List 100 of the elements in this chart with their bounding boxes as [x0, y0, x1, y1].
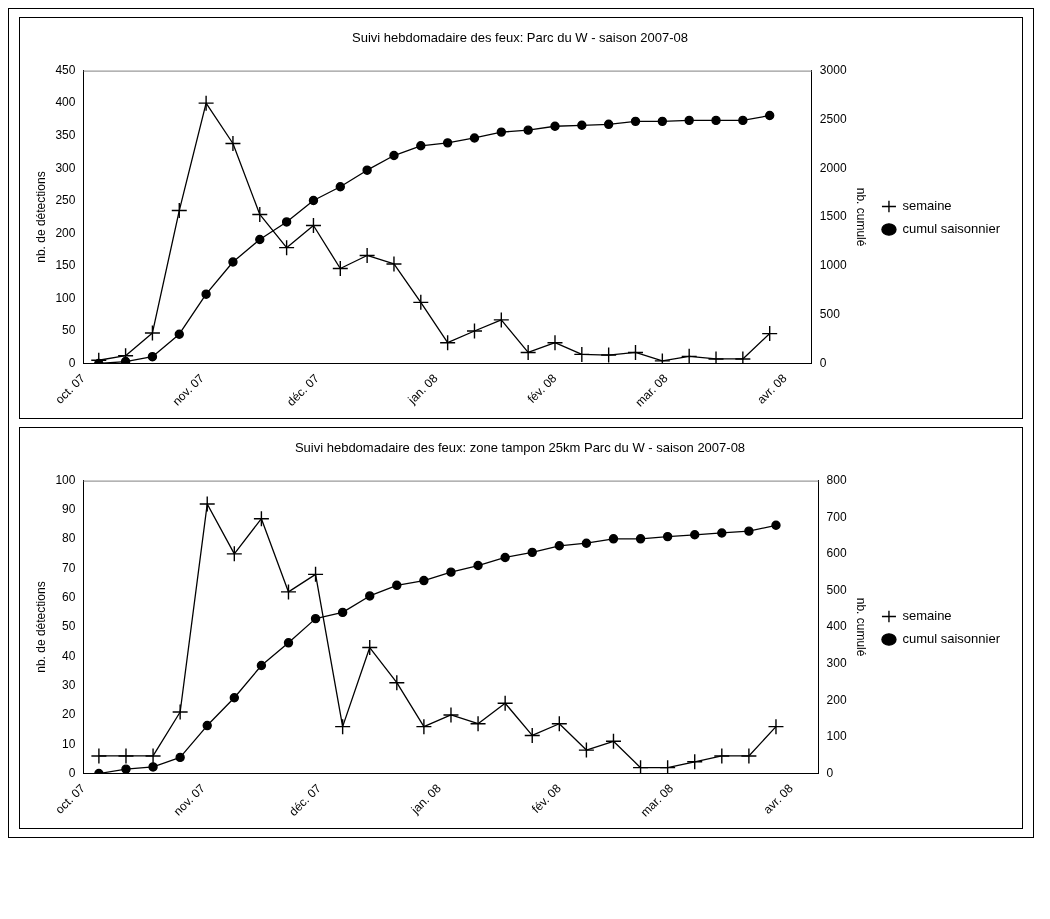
y-tick-label: 60 — [62, 590, 76, 605]
y2-tick-label: 3000 — [819, 62, 847, 77]
y-tick-label: 0 — [68, 355, 76, 370]
y2-tick-label: 600 — [826, 546, 847, 561]
point — [469, 133, 480, 143]
y2-axis-title: nb. cumulé — [854, 597, 869, 657]
y2-tick-label: 800 — [826, 472, 847, 487]
point — [717, 528, 727, 538]
y-tick-label: 300 — [55, 160, 76, 175]
y2-tick-label: 100 — [826, 729, 847, 744]
point — [228, 257, 238, 267]
x-tick-label: déc. 07 — [284, 370, 322, 409]
y-axis-title: nb. de détections — [33, 581, 48, 673]
point — [278, 239, 295, 256]
point — [740, 747, 758, 765]
y2-tick-label: 700 — [826, 509, 847, 524]
y2-tick-label: 500 — [826, 582, 847, 597]
y2-tick-label: 200 — [826, 692, 847, 707]
y-tick-label: 350 — [55, 128, 76, 143]
point — [662, 531, 673, 542]
point — [362, 165, 372, 175]
point — [578, 741, 595, 759]
point — [361, 639, 378, 656]
point — [761, 325, 778, 342]
point — [554, 541, 565, 551]
y-tick-label: 100 — [55, 472, 76, 487]
point — [310, 613, 321, 624]
point — [308, 195, 319, 206]
point — [771, 520, 781, 530]
point — [305, 217, 322, 234]
y2-tick-label: 300 — [826, 655, 847, 670]
y2-tick-label: 0 — [819, 355, 827, 370]
point — [466, 322, 483, 340]
y2-axis-title: nb. cumulé — [854, 187, 869, 247]
point — [419, 575, 429, 586]
x-tick-label: avr. 08 — [754, 370, 790, 407]
x-tick-label: jan. 08 — [407, 780, 445, 818]
point — [635, 534, 646, 544]
point — [144, 324, 161, 342]
point — [446, 567, 456, 577]
point — [171, 703, 189, 721]
y2-tick-label: 400 — [826, 619, 847, 634]
x-tick-label: nov. 07 — [170, 780, 209, 819]
point — [550, 121, 560, 131]
point — [496, 695, 514, 712]
y-tick-label: 20 — [62, 707, 76, 722]
y-tick-label: 90 — [62, 502, 76, 517]
point — [738, 115, 748, 126]
point — [255, 234, 265, 245]
point — [334, 718, 351, 735]
y-tick-label: 100 — [55, 290, 76, 305]
point — [496, 127, 507, 137]
point — [392, 580, 402, 591]
y2-tick-label: 1500 — [819, 209, 847, 224]
legend-label: semaine — [902, 198, 952, 214]
point — [412, 294, 429, 311]
x-tick-label: déc. 07 — [286, 780, 325, 819]
x-tick-label: oct. 07 — [52, 370, 89, 407]
point — [627, 344, 644, 361]
point — [144, 747, 162, 765]
point — [365, 591, 375, 601]
point — [659, 759, 676, 774]
point — [469, 715, 487, 732]
point — [734, 350, 752, 364]
point — [527, 547, 537, 558]
y2-tick-label: 500 — [819, 307, 841, 322]
point — [337, 607, 348, 618]
y-tick-label: 250 — [55, 193, 76, 208]
y-tick-label: 50 — [62, 323, 76, 338]
point — [608, 534, 619, 544]
point — [603, 119, 614, 129]
y2-tick-label: 1000 — [819, 258, 847, 273]
point — [307, 566, 324, 583]
y-tick-label: 30 — [62, 677, 76, 692]
legend-label: semaine — [902, 608, 952, 624]
point — [680, 348, 698, 364]
point — [744, 526, 754, 536]
y-tick-label: 50 — [62, 619, 76, 634]
point — [415, 718, 433, 735]
legend-label: cumul saisonnier — [902, 221, 1001, 237]
point — [581, 538, 592, 548]
y2-tick-label: 0 — [826, 765, 834, 780]
point — [577, 120, 587, 130]
y-tick-label: 40 — [62, 648, 76, 663]
point — [711, 115, 721, 126]
point — [117, 747, 135, 765]
point — [251, 206, 268, 223]
point — [605, 733, 622, 750]
point — [335, 182, 345, 192]
point — [175, 752, 185, 763]
point — [439, 334, 456, 351]
point — [224, 135, 242, 152]
point — [389, 150, 399, 161]
y-tick-label: 150 — [55, 258, 76, 273]
point — [686, 753, 703, 770]
x-tick-label: avr. 08 — [760, 780, 797, 817]
point — [253, 510, 270, 527]
legend-label: cumul saisonnier — [902, 631, 1001, 647]
y-tick-label: 10 — [62, 736, 76, 751]
y-tick-label: 70 — [62, 560, 76, 575]
